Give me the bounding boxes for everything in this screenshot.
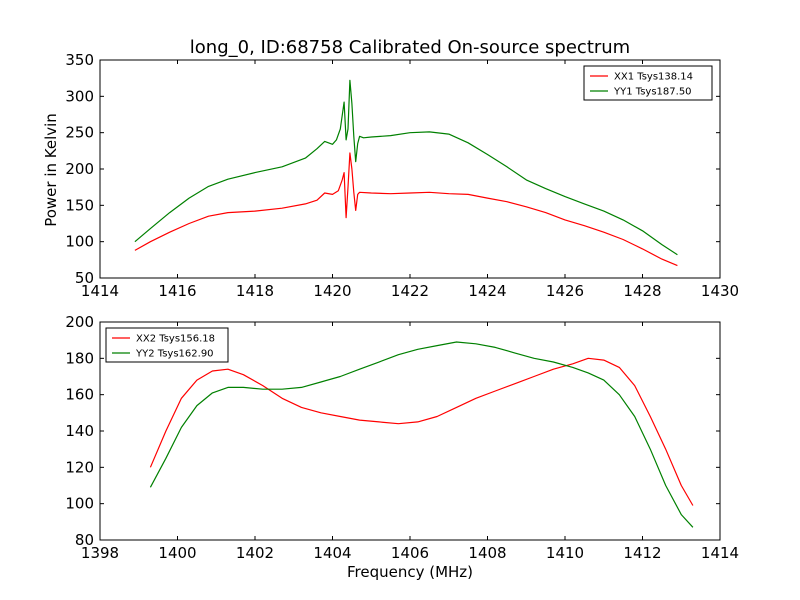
y-tick-label: 350 — [65, 51, 94, 69]
y-tick-label: 160 — [65, 386, 94, 404]
series-line-1-0 — [149, 357, 694, 506]
series-line-0-1 — [134, 79, 678, 256]
series-line-0-0 — [134, 152, 678, 267]
y-tick-label: 150 — [65, 196, 94, 214]
x-tick-label: 1430 — [701, 282, 739, 300]
y-tick-label: 200 — [65, 313, 94, 331]
x-tick-label: 1410 — [546, 544, 584, 562]
y-tick-label: 100 — [65, 495, 94, 513]
x-tick-label: 1418 — [236, 282, 274, 300]
legend-label: YY1 Tsys187.50 — [613, 87, 692, 98]
series-line-1-1 — [149, 341, 694, 528]
chart-title: long_0, ID:68758 Calibrated On-source sp… — [190, 37, 630, 58]
x-tick-label: 1414 — [701, 544, 739, 562]
x-tick-label: 1408 — [468, 544, 506, 562]
x-tick-label: 1400 — [158, 544, 196, 562]
y-tick-label: 140 — [65, 422, 94, 440]
legend-label: XX2 Tsys156.18 — [136, 334, 215, 345]
y-axis-label: Power in Kelvin — [42, 113, 60, 227]
x-tick-label: 1404 — [313, 544, 351, 562]
top-panel: 1414 1416 1418 1420 1422 1424 1426 1428 1430 50 10… — [65, 51, 739, 300]
y-tick-label: 50 — [75, 269, 94, 287]
legend-label: XX1 Tsys138.14 — [614, 72, 693, 83]
x-tick-label: 1414 — [81, 282, 119, 300]
x-tick-label: 1406 — [391, 544, 429, 562]
bottom-panel: 1398 1400 1402 1404 1406 1408 1410 1412 1414 80 10… — [65, 313, 739, 562]
x-tick-label: 1422 — [391, 282, 429, 300]
x-tick-label: 1424 — [468, 282, 506, 300]
legend-box — [583, 65, 713, 101]
x-tick-label: 1428 — [623, 282, 661, 300]
y-tick-label: 200 — [65, 160, 94, 178]
legend-label: YY2 Tsys162.90 — [135, 349, 214, 360]
y-tick-label: 120 — [65, 458, 94, 476]
y-tick-label: 100 — [65, 233, 94, 251]
x-tick-label: 1426 — [546, 282, 584, 300]
y-tick-label: 180 — [65, 349, 94, 367]
y-tick-label: 300 — [65, 87, 94, 105]
x-tick-label: 1402 — [236, 544, 274, 562]
legend-box — [105, 327, 229, 363]
y-tick-label: 80 — [75, 531, 94, 549]
x-tick-label: 1398 — [81, 544, 119, 562]
x-tick-label: 1412 — [623, 544, 661, 562]
y-tick-label: 250 — [65, 124, 94, 142]
x-axis-label: Frequency (MHz) — [347, 563, 473, 581]
x-tick-label: 1420 — [313, 282, 351, 300]
x-tick-label: 1416 — [158, 282, 196, 300]
